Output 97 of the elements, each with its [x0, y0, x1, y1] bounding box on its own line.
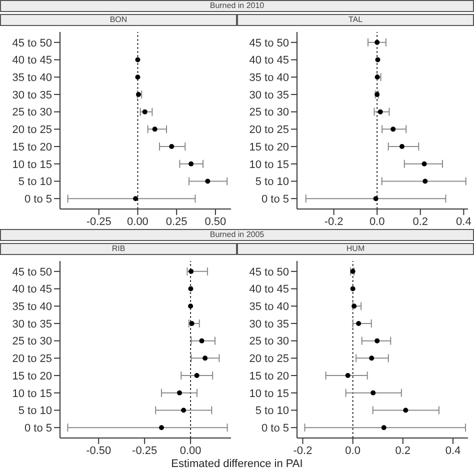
y-tick-label: 0 to 5	[24, 422, 52, 434]
y-tick-label: 15 to 20	[12, 141, 52, 154]
point	[422, 178, 428, 184]
chart-title: HUM	[237, 243, 474, 255]
y-tick-label: 20 to 25	[12, 124, 52, 136]
y-tick-label: 30 to 35	[249, 318, 289, 330]
y-tick-label: 5 to 10	[18, 405, 52, 418]
point	[169, 144, 174, 150]
y-tick-label: 45 to 50	[12, 266, 52, 278]
y-tick-label: 25 to 30	[249, 106, 289, 119]
point	[152, 126, 158, 132]
y-tick-label: 5 to 10	[255, 176, 289, 188]
y-tick-label: 0 to 5	[261, 422, 289, 434]
point	[369, 356, 374, 361]
x-tick-label: 0.25	[166, 216, 188, 228]
y-tick-label: 35 to 40	[249, 301, 289, 314]
x-tick-label: 0.00	[127, 216, 148, 228]
y-tick-label: 0 to 5	[261, 193, 289, 206]
point	[373, 196, 378, 202]
y-tick-label: 30 to 35	[12, 89, 52, 102]
y-tick-label: 40 to 45	[249, 284, 289, 296]
point	[374, 40, 380, 45]
text: Burned in 2010	[0, 0, 474, 12]
x-tick-label: 0.4	[456, 216, 472, 228]
x-tick-label: 0.50	[204, 216, 226, 228]
point	[188, 304, 194, 309]
point	[181, 408, 186, 413]
point	[370, 390, 376, 396]
y-tick-label: 10 to 15	[12, 388, 52, 400]
y-tick-label: 30 to 35	[12, 318, 52, 330]
x-tick-label: 0.4	[445, 444, 461, 457]
y-tick-label: 25 to 30	[12, 336, 52, 348]
point	[202, 356, 208, 361]
point	[374, 338, 380, 344]
point	[189, 320, 194, 326]
y-tick-label: 10 to 15	[249, 158, 289, 171]
point	[188, 161, 194, 166]
y-tick-label: 25 to 30	[249, 336, 289, 348]
x-tick-label: -0.50	[86, 444, 112, 457]
point	[135, 74, 140, 80]
point	[390, 126, 396, 132]
x-tick-label: 0.2	[412, 216, 428, 228]
x-tick-label: -0.2	[324, 216, 344, 228]
x-tick-label: -0.25	[132, 444, 158, 457]
point	[399, 144, 404, 150]
point	[403, 408, 408, 413]
point	[422, 161, 427, 166]
point	[356, 320, 362, 326]
chart-title: RIB	[0, 243, 237, 255]
y-tick-label: 45 to 50	[12, 37, 52, 50]
x-tick-label: -0.25	[86, 216, 112, 228]
chart-title: BON	[0, 14, 237, 26]
point	[350, 286, 356, 292]
point	[135, 57, 140, 62]
point	[188, 286, 194, 292]
point	[133, 196, 138, 202]
point	[188, 268, 194, 274]
y-tick-label: 20 to 25	[12, 353, 52, 366]
y-tick-label: 15 to 20	[12, 370, 52, 382]
chart-title: TAL	[237, 14, 474, 26]
y-tick-label: 5 to 10	[18, 176, 52, 188]
y-tick-label: 45 to 50	[249, 37, 289, 50]
y-tick-label: 10 to 15	[12, 158, 52, 171]
y-tick-label: 20 to 25	[249, 124, 289, 136]
y-tick-label: 35 to 40	[12, 301, 52, 314]
point	[142, 109, 148, 114]
y-tick-label: 25 to 30	[12, 106, 52, 119]
y-tick-label: 40 to 45	[12, 54, 52, 67]
point	[381, 425, 386, 430]
y-tick-label: 5 to 10	[255, 405, 289, 418]
point	[205, 178, 210, 184]
point	[345, 373, 350, 378]
y-tick-label: 15 to 20	[249, 370, 289, 382]
x-axis-title: Estimated difference in PAI	[170, 458, 304, 470]
point	[158, 425, 164, 430]
y-tick-label: 15 to 20	[249, 141, 289, 154]
y-tick-label: 10 to 15	[249, 388, 289, 400]
point	[352, 304, 357, 309]
x-tick-label: 0.0	[345, 444, 360, 457]
point	[177, 390, 182, 396]
x-tick-label: 0.2	[395, 444, 411, 457]
x-tick-label: -0.2	[293, 444, 312, 457]
point	[375, 57, 380, 62]
text: Burned in 2005	[0, 229, 474, 241]
y-tick-label: 45 to 50	[249, 266, 289, 278]
y-tick-label: 35 to 40	[249, 72, 289, 84]
point	[194, 373, 200, 378]
x-tick-label: 0.0	[369, 216, 385, 228]
y-tick-label: 30 to 35	[249, 89, 289, 102]
y-tick-label: 40 to 45	[12, 284, 52, 296]
y-tick-label: 40 to 45	[249, 54, 289, 67]
point	[378, 109, 383, 114]
y-tick-label: 35 to 40	[12, 72, 52, 84]
x-tick-label: 0.00	[180, 444, 202, 457]
point	[199, 338, 204, 344]
y-tick-label: 0 to 5	[24, 193, 52, 206]
y-tick-label: 20 to 25	[249, 353, 289, 366]
